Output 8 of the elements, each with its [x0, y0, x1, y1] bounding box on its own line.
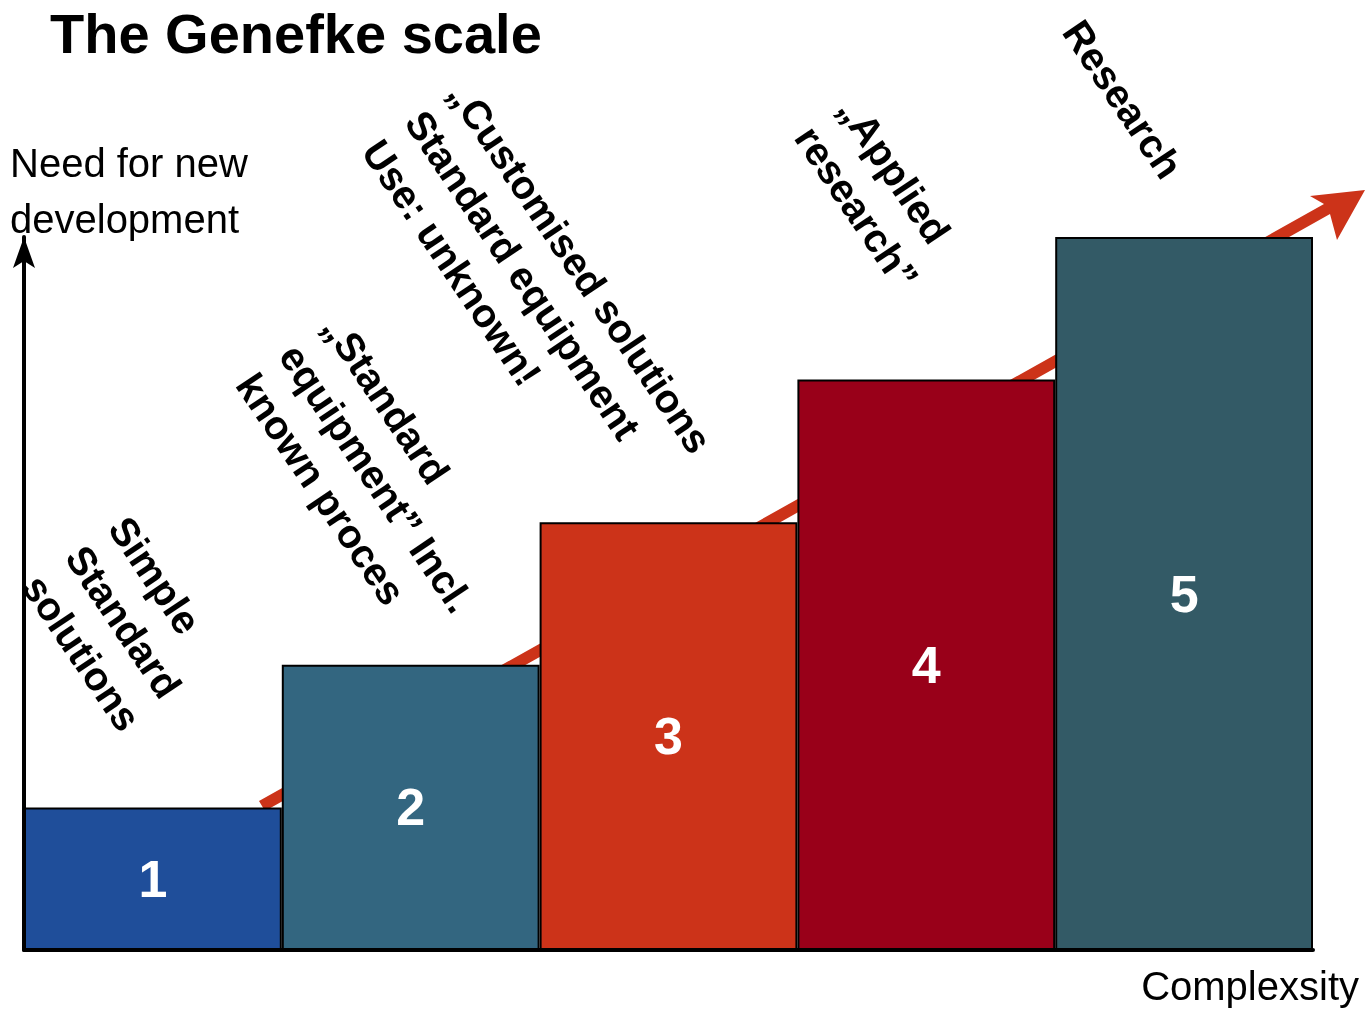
x-tick-label: 4	[911, 635, 941, 694]
y-axis-title: Need for new development	[10, 141, 260, 241]
chart-title: The Genefke scale	[50, 1, 542, 65]
x-tick-label: 1	[138, 849, 168, 908]
x-tick-label: 5	[1169, 564, 1199, 623]
x-tick-label: 2	[396, 778, 426, 837]
x-axis-title: Complexsity	[1141, 964, 1360, 1008]
x-tick-label: 3	[654, 707, 683, 766]
